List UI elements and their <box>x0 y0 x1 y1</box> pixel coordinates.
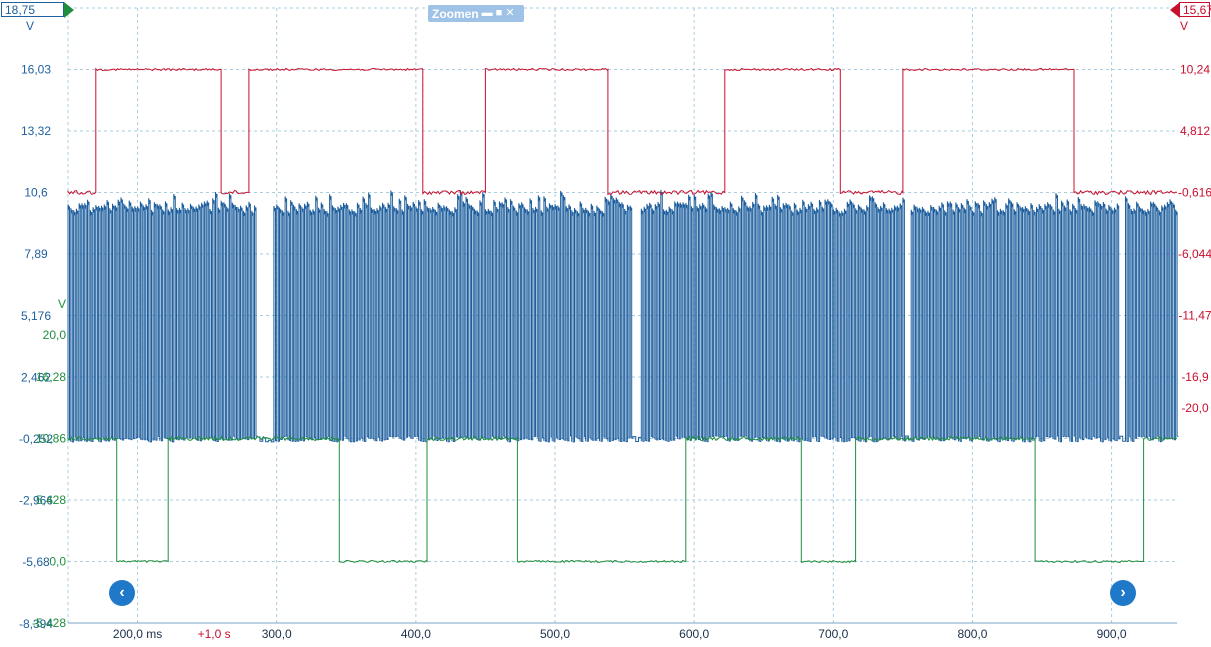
blue-axis-tick-label: 13,32 <box>21 124 51 138</box>
scroll-left-button[interactable]: ‹ <box>109 580 135 606</box>
x-axis-tick-label: 300,0 <box>262 627 292 641</box>
green-axis-tick-label: 16,28 <box>36 370 66 384</box>
blue-axis-tick-label: -8,394 <box>19 617 53 631</box>
scroll-right-button[interactable]: › <box>1110 580 1136 606</box>
zoom-label: Zoomen <box>432 6 479 21</box>
blue-axis-tick-label: 5,176 <box>21 309 51 323</box>
red-axis-tick-label: 10,24 <box>1180 63 1210 77</box>
x-axis-tick-label: 200,0 ms <box>113 627 162 641</box>
green-axis-tick-label: 10,86 <box>36 432 66 446</box>
chevron-left-icon: ‹ <box>119 584 125 601</box>
series-red-line <box>67 67 1178 196</box>
red-axis-tick-label: -6,044 <box>1178 247 1211 261</box>
red-axis-arrow-icon[interactable] <box>1170 2 1180 18</box>
blue-axis-unit: V <box>26 19 35 33</box>
red-axis-tick-label: -11,47 <box>1178 308 1211 322</box>
blue-axis-tick-label: 7,89 <box>24 247 48 261</box>
blue-axis-tick-label: -2,966 <box>19 494 53 508</box>
chevron-right-icon: › <box>1120 584 1126 601</box>
blue-axis-tick-label: 2,462 <box>21 370 51 384</box>
red-axis-unit: V <box>1180 19 1189 33</box>
x-axis-tick-label: 400,0 <box>401 627 431 641</box>
red-axis-top-value[interactable]: 15,67 <box>1179 2 1211 17</box>
x-axis-tick-label: 800,0 <box>957 627 987 641</box>
x-axis-offset-label: +1,0 s <box>198 627 231 641</box>
blue-axis-tick-label: -0,252 <box>19 432 53 446</box>
maximize-icon[interactable]: ■ <box>495 7 503 19</box>
green-axis-tick-label: 0,0 <box>49 554 66 568</box>
minimize-icon[interactable]: ▬ <box>481 7 493 19</box>
red-axis-tick-label: 4,812 <box>1180 124 1210 138</box>
series-blue-pwm-line <box>67 189 1179 443</box>
trigger-level-arrow-icon[interactable] <box>64 2 74 18</box>
x-axis-tick-label: 900,0 <box>1097 627 1127 641</box>
red-axis-tick-label: -16,9 <box>1181 370 1209 384</box>
green-axis-tick-label: 20,0 <box>43 328 67 342</box>
x-axis-tick-label: 600,0 <box>679 627 709 641</box>
series-green-line <box>67 435 1178 564</box>
close-icon[interactable]: ✕ <box>505 7 515 19</box>
zoom-toolbar[interactable]: Zoomen ▬ ■ ✕ <box>428 5 524 22</box>
x-axis-tick-label: 700,0 <box>818 627 848 641</box>
red-axis-tick-label: -20,0 <box>1181 401 1209 415</box>
green-axis-tick-label: 5,428 <box>36 493 66 507</box>
blue-axis-top-value[interactable]: 18,75 <box>1 2 64 17</box>
green-axis-tick-label: -5,428 <box>32 616 66 630</box>
blue-axis-tick-label: 16,03 <box>21 63 51 77</box>
green-axis-unit: V <box>58 297 67 311</box>
red-axis-tick-label: -0,616 <box>1178 186 1211 200</box>
x-axis-tick-label: 500,0 <box>540 627 570 641</box>
blue-axis-tick-label: 10,6 <box>24 186 48 200</box>
blue-axis-tick-label: -5,68 <box>22 555 50 569</box>
